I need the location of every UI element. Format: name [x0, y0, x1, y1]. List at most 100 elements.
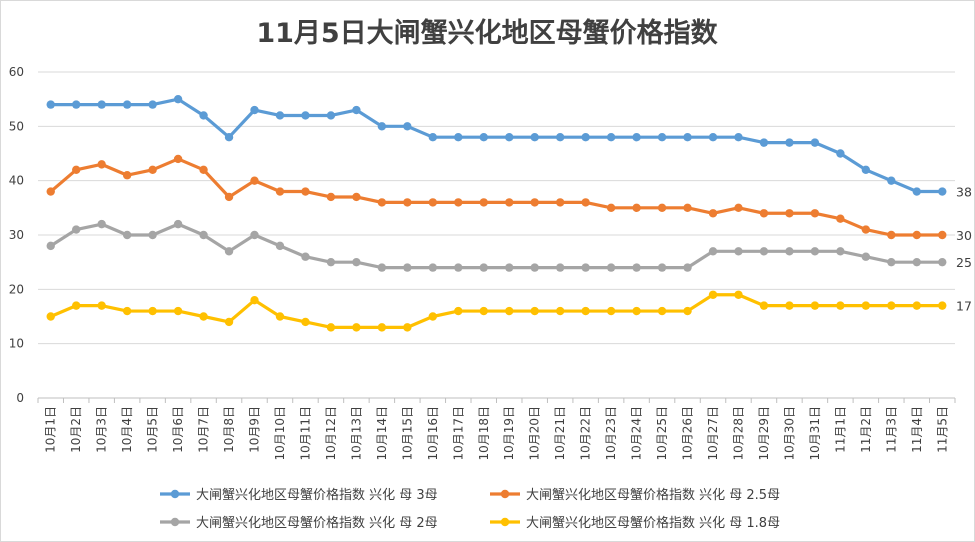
data-point	[97, 160, 106, 169]
data-point	[250, 296, 259, 305]
data-point	[938, 230, 947, 240]
legend-item: 大闸蟹兴化地区母蟹价格指数 兴化 母 2.5母	[490, 487, 780, 503]
data-point	[301, 252, 310, 261]
x-tick-label: 11月1日	[833, 406, 847, 453]
data-point	[173, 154, 183, 164]
data-point	[734, 203, 743, 213]
data-point	[326, 192, 336, 202]
x-tick-label: 10月3日	[95, 406, 109, 453]
data-point	[377, 198, 387, 207]
legend-swatch-marker	[500, 489, 510, 499]
x-tick-label: 10月24日	[630, 406, 644, 461]
data-point	[428, 312, 438, 321]
x-tick-label: 10月21日	[553, 406, 567, 461]
data-point	[224, 247, 234, 256]
data-point	[759, 209, 769, 218]
y-tick-label: 40	[9, 174, 24, 188]
data-point	[326, 111, 336, 120]
data-point	[479, 306, 488, 316]
data-point	[454, 133, 463, 142]
x-tick-label: 10月11日	[298, 406, 312, 461]
data-point	[785, 209, 794, 218]
y-tick-label: 20	[9, 282, 24, 296]
data-point	[810, 301, 820, 310]
data-point	[505, 263, 514, 272]
data-point	[683, 263, 692, 272]
data-point	[810, 138, 820, 147]
data-point	[454, 198, 463, 207]
data-point	[606, 263, 616, 272]
data-point	[683, 133, 692, 142]
legend-label: 大闸蟹兴化地区母蟹价格指数 兴化 母 1.8母	[526, 515, 780, 531]
series-line	[49, 97, 944, 194]
series-end-label: 30	[956, 228, 972, 243]
series-4	[46, 290, 947, 332]
data-point	[148, 165, 157, 174]
x-tick-label: 10月17日	[451, 406, 465, 461]
data-point	[122, 100, 132, 109]
data-point	[530, 306, 539, 316]
data-point	[785, 301, 794, 310]
data-point	[530, 133, 539, 142]
data-point	[46, 187, 55, 196]
data-point	[912, 257, 921, 267]
legend-label: 大闸蟹兴化地区母蟹价格指数 兴化 母 3母	[196, 487, 438, 503]
x-tick-label: 10月9日	[248, 406, 262, 453]
x-tick-label: 10月2日	[69, 406, 83, 453]
data-point	[377, 263, 387, 272]
data-point	[887, 301, 896, 310]
x-tick-label: 10月1日	[44, 406, 58, 453]
x-tick-label: 11月4日	[910, 406, 924, 453]
x-tick-label: 10月8日	[222, 406, 236, 453]
data-point	[810, 247, 820, 256]
data-point	[938, 301, 947, 310]
data-point	[581, 263, 590, 272]
x-tick-label: 10月16日	[426, 406, 440, 461]
data-point	[301, 111, 310, 120]
end-labels: 38 30 25 17	[956, 185, 972, 314]
data-point	[148, 306, 157, 316]
data-point	[657, 203, 667, 213]
data-point	[836, 301, 845, 310]
data-point	[759, 138, 769, 147]
x-tick-label: 10月6日	[171, 406, 185, 453]
data-point	[555, 306, 565, 316]
data-point	[785, 247, 794, 256]
legend: 大闸蟹兴化地区母蟹价格指数 兴化 母 3母大闸蟹兴化地区母蟹价格指数 兴化 母 …	[160, 487, 780, 531]
data-point	[861, 225, 871, 234]
data-point	[606, 306, 616, 316]
data-point	[403, 198, 412, 207]
x-tick-label: 10月28日	[731, 406, 745, 461]
data-point	[887, 257, 896, 267]
data-point	[122, 171, 132, 180]
data-point	[632, 263, 641, 272]
data-point	[657, 263, 667, 272]
data-point	[326, 257, 336, 267]
data-point	[403, 323, 412, 332]
data-point	[224, 192, 234, 202]
data-point	[301, 317, 310, 327]
data-point	[97, 219, 106, 229]
x-tick-label: 10月18日	[477, 406, 491, 461]
series-line	[49, 222, 944, 270]
x-tick-label: 10月26日	[681, 406, 695, 461]
x-tick-label: 10月5日	[146, 406, 160, 453]
x-tick-label: 10月15日	[400, 406, 414, 461]
data-point	[734, 133, 743, 142]
data-point	[97, 100, 106, 109]
x-tick-label: 10月22日	[579, 406, 593, 461]
data-point	[912, 187, 921, 196]
data-point	[97, 301, 106, 310]
series-lines	[46, 94, 947, 332]
data-point	[352, 192, 361, 202]
legend-swatch-marker	[170, 517, 180, 527]
legend-swatch-marker	[500, 517, 510, 527]
data-point	[861, 252, 871, 261]
x-tick-label: 10月31日	[808, 406, 822, 461]
data-point	[46, 241, 55, 251]
x-tick-label: 10月10日	[273, 406, 287, 461]
data-point	[555, 133, 565, 142]
